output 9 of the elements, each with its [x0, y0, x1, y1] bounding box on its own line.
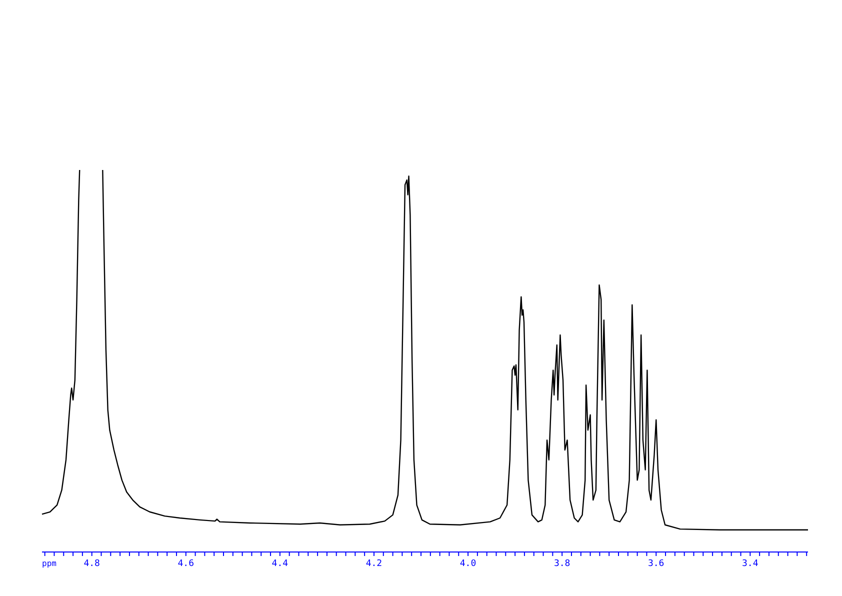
x-tick-label: 3.6 — [648, 559, 664, 569]
x-tick-label: 3.4 — [742, 559, 758, 569]
x-tick-label: 4.6 — [178, 559, 194, 569]
x-tick-label: 4.4 — [272, 559, 288, 569]
x-axis-title: ppm — [42, 559, 57, 568]
x-tick-label: 4.8 — [84, 559, 100, 569]
x-tick-label: 4.2 — [366, 559, 382, 569]
x-tick-label: 4.0 — [460, 559, 476, 569]
x-tick-label: 3.8 — [554, 559, 570, 569]
